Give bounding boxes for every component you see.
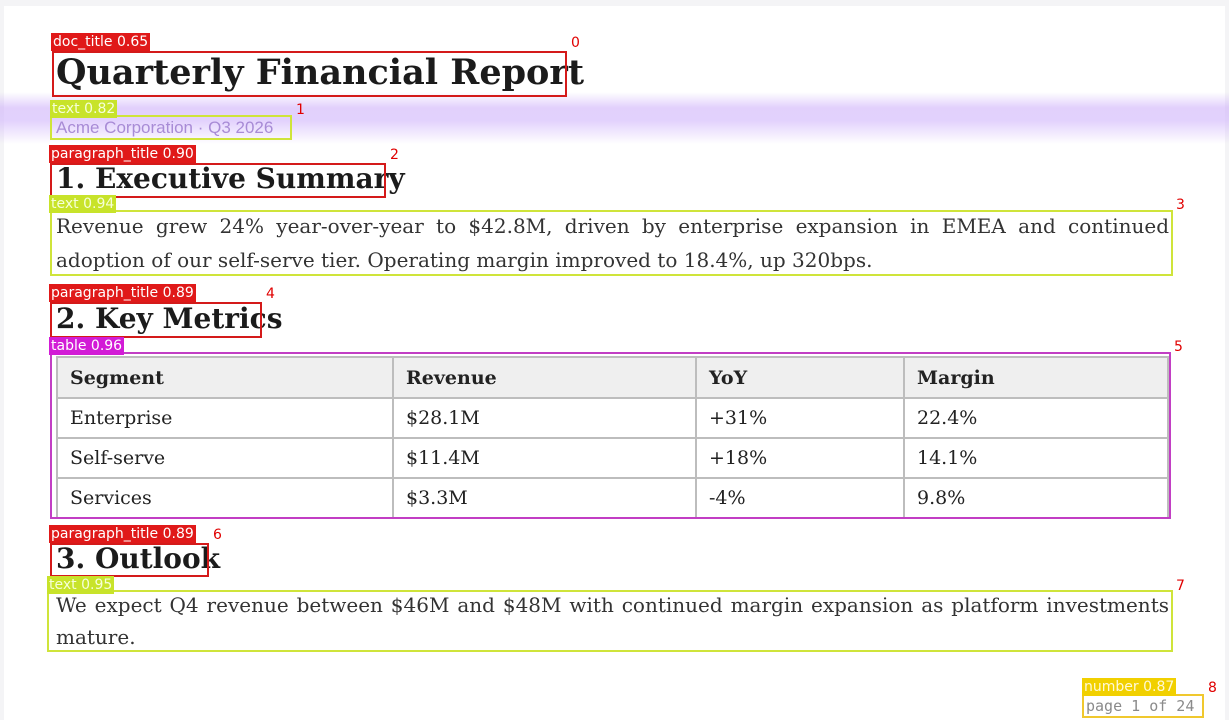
table-row: Self-serve $11.4M +18% 14.1%: [56, 437, 1169, 479]
annotation-index: 6: [213, 527, 222, 543]
annotation-box-doc-title: [52, 51, 567, 97]
annotation-box-page-number: [1082, 694, 1204, 718]
annotation-box-executive-summary-text: [50, 210, 1173, 276]
table-cell: Self-serve: [56, 437, 394, 479]
annotation-label: paragraph_title 0.90: [49, 145, 196, 163]
annotation-label: number 0.87: [1082, 678, 1177, 696]
column-header-margin: Margin: [903, 356, 1169, 399]
outlook-paragraph: We expect Q4 revenue between $46M and $4…: [56, 593, 1169, 649]
annotation-label: text 0.95: [47, 576, 115, 594]
annotation-index: 1: [296, 102, 305, 118]
highlight-glow: [0, 92, 1229, 144]
annotation-label: doc_title 0.65: [51, 33, 151, 51]
table-cell: 22.4%: [903, 397, 1169, 439]
annotation-label: paragraph_title 0.89: [49, 525, 196, 543]
table-cell: Services: [56, 477, 394, 519]
annotation-index: 4: [266, 286, 275, 302]
annotation-index: 3: [1176, 197, 1185, 213]
annotation-label: table 0.96: [49, 337, 125, 355]
annotation-label: paragraph_title 0.89: [49, 284, 196, 302]
executive-summary-paragraph: Revenue grew 24% year-over-year to $42.8…: [56, 214, 1169, 272]
table-cell: 14.1%: [903, 437, 1169, 479]
annotation-box-executive-summary-title: [50, 163, 386, 198]
annotation-box-outlook-text: [47, 590, 1173, 652]
annotation-index: 7: [1176, 578, 1185, 594]
annotation-label: text 0.82: [50, 100, 118, 118]
column-header-revenue: Revenue: [392, 356, 697, 399]
annotation-index: 0: [571, 35, 580, 51]
annotation-box-key-metrics-title: [50, 302, 262, 338]
table-cell: $28.1M: [392, 397, 697, 439]
table-cell: Enterprise: [56, 397, 394, 439]
doc-title: Quarterly Financial Report: [56, 52, 585, 93]
annotation-box-outlook-title: [50, 543, 209, 577]
section-heading-executive-summary: 1. Executive Summary: [56, 162, 405, 195]
table-header-row: Segment Revenue YoY Margin: [56, 356, 1169, 399]
table-cell: +31%: [695, 397, 905, 439]
annotation-index: 5: [1174, 339, 1183, 355]
section-heading-outlook: 3. Outlook: [56, 542, 221, 575]
doc-subtitle: Acme Corporation · Q3 2026: [56, 118, 274, 137]
page-number: page 1 of 24: [1086, 697, 1195, 715]
annotation-index: 8: [1208, 680, 1217, 696]
table-cell: 9.8%: [903, 477, 1169, 519]
column-header-yoy: YoY: [695, 356, 905, 399]
table-cell: +18%: [695, 437, 905, 479]
table-cell: $11.4M: [392, 437, 697, 479]
section-heading-key-metrics: 2. Key Metrics: [56, 302, 283, 335]
column-header-segment: Segment: [56, 356, 394, 399]
annotation-box-metrics-table: [50, 352, 1171, 519]
annotation-label: text 0.94: [49, 195, 117, 213]
table-row: Enterprise $28.1M +31% 22.4%: [56, 397, 1169, 439]
annotation-box-subtitle: [50, 115, 292, 140]
annotation-index: 2: [390, 147, 399, 163]
